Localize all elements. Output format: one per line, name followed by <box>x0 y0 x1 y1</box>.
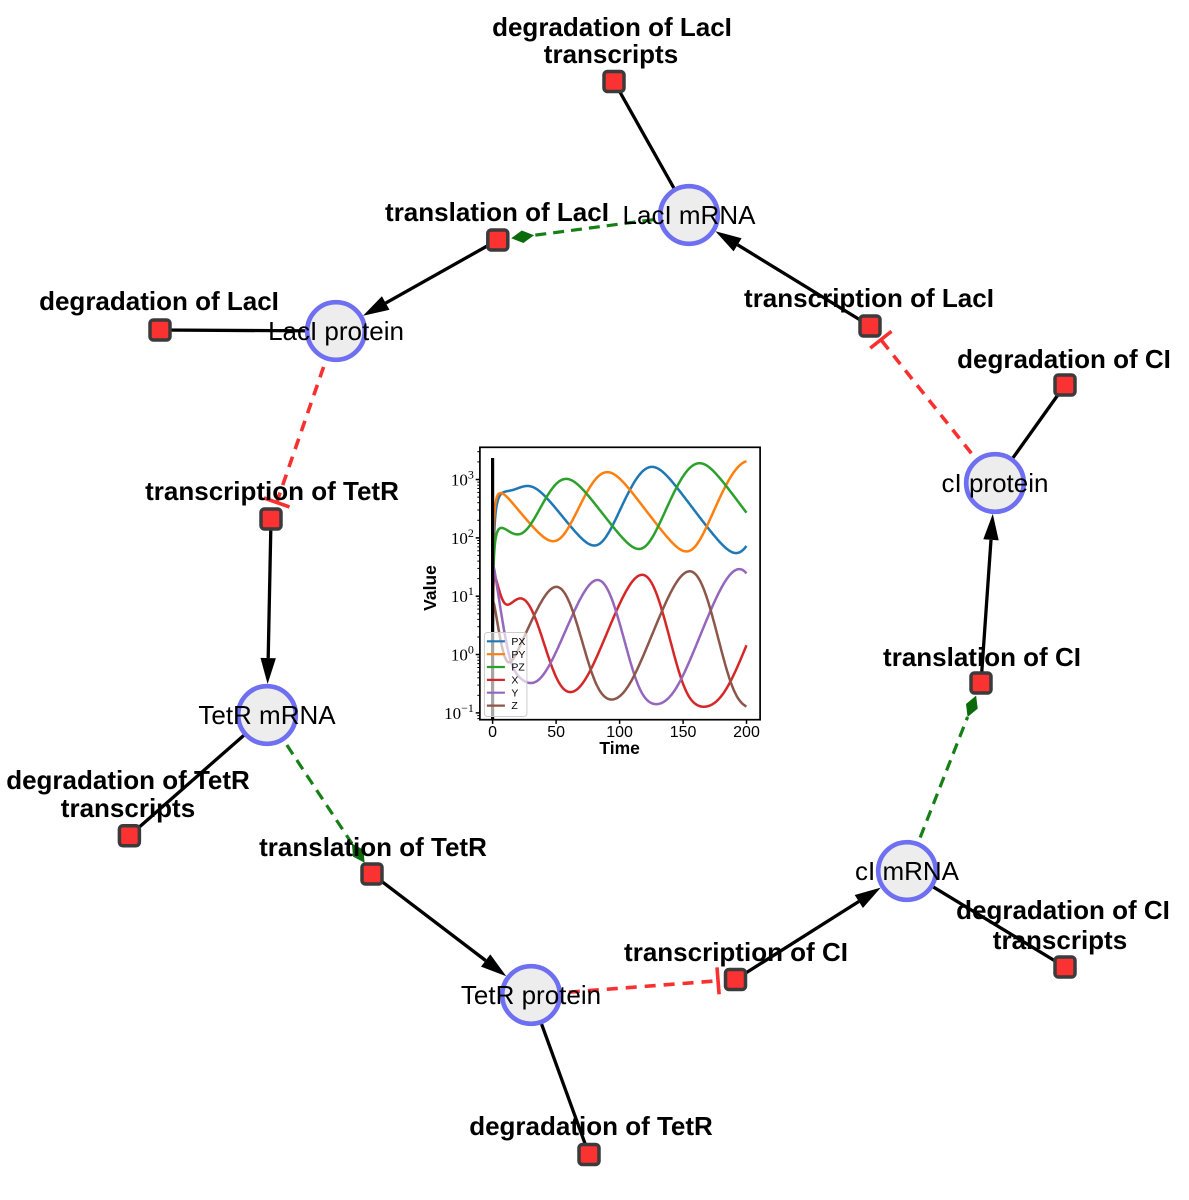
svg-text:Time: Time <box>599 738 640 758</box>
svg-text:translation of CI: translation of CI <box>883 642 1081 672</box>
svg-text:X: X <box>511 675 518 687</box>
svg-text:50: 50 <box>547 724 565 741</box>
svg-text:TetR mRNA: TetR mRNA <box>198 700 336 730</box>
svg-text:transcription of CI: transcription of CI <box>624 937 848 967</box>
svg-text:degradation of CI: degradation of CI <box>957 344 1171 374</box>
svg-text:PZ: PZ <box>511 662 525 674</box>
svg-text:transcripts: transcripts <box>61 793 195 823</box>
svg-text:Z: Z <box>511 700 518 712</box>
svg-text:200: 200 <box>733 724 760 741</box>
svg-text:LacI protein: LacI protein <box>268 316 404 346</box>
svg-text:translation of TetR: translation of TetR <box>259 832 487 862</box>
svg-text:0: 0 <box>488 724 497 741</box>
svg-text:transcripts: transcripts <box>993 925 1127 955</box>
svg-text:TetR protein: TetR protein <box>461 980 601 1010</box>
svg-text:transcription of LacI: transcription of LacI <box>744 283 994 313</box>
svg-text:150: 150 <box>670 724 697 741</box>
svg-text:degradation of TetR: degradation of TetR <box>469 1111 713 1141</box>
svg-text:100: 100 <box>606 724 633 741</box>
svg-text:degradation of TetR: degradation of TetR <box>6 765 250 795</box>
svg-text:Value: Value <box>420 565 440 611</box>
svg-text:LacI mRNA: LacI mRNA <box>623 200 757 230</box>
svg-text:transcripts: transcripts <box>544 39 678 69</box>
svg-text:cI protein: cI protein <box>942 468 1049 498</box>
svg-text:translation of LacI: translation of LacI <box>385 197 609 227</box>
svg-text:transcription of TetR: transcription of TetR <box>145 476 399 506</box>
svg-text:PX: PX <box>511 636 525 648</box>
svg-text:Y: Y <box>511 687 518 699</box>
svg-text:PY: PY <box>511 649 525 661</box>
svg-text:cI mRNA: cI mRNA <box>855 856 960 886</box>
svg-text:degradation of CI: degradation of CI <box>956 895 1170 925</box>
svg-text:degradation of LacI: degradation of LacI <box>39 286 279 316</box>
svg-text:degradation of LacI: degradation of LacI <box>492 12 732 42</box>
